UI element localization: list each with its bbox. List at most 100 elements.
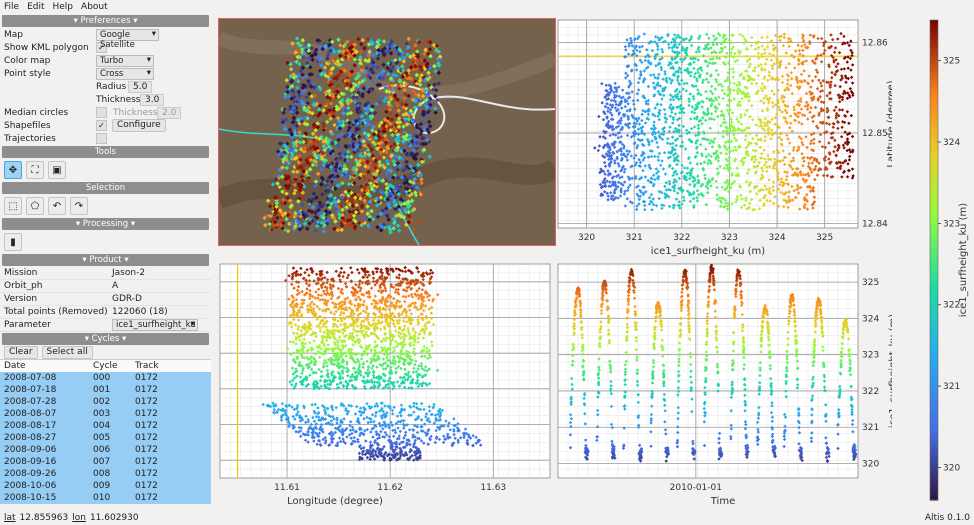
data-point — [690, 167, 695, 171]
redo-icon[interactable]: ↷ — [70, 197, 88, 215]
table-row[interactable]: 2008-07-08 000 0172 — [0, 372, 211, 384]
map-point — [386, 201, 391, 207]
data-point — [647, 202, 652, 206]
table-row[interactable]: 2008-07-28 002 0172 — [0, 396, 211, 408]
trajectories-checkbox[interactable] — [96, 133, 107, 144]
data-point — [762, 101, 766, 105]
lasso-select-icon[interactable]: ⬠ — [26, 197, 44, 215]
data-point — [707, 117, 712, 121]
y-tick-label: 12.86 — [862, 39, 888, 49]
col-track-header[interactable]: Track — [135, 361, 159, 371]
data-point — [729, 186, 733, 190]
map-view[interactable] — [215, 18, 560, 246]
data-point — [679, 96, 683, 101]
table-cell: 008 — [93, 469, 111, 479]
data-point — [687, 137, 691, 142]
data-point — [694, 154, 698, 159]
plot-height-latitude[interactable]: 320 321 322 323 324 325 12.86 12.85 12.84 ice1_su… — [556, 18, 897, 258]
table-row[interactable]: 2008-09-06 006 0172 — [0, 444, 211, 456]
map-point — [263, 222, 268, 228]
map-point — [324, 101, 330, 106]
map-point — [315, 121, 320, 126]
pointstyle-select[interactable]: Cross — [96, 67, 154, 80]
data-point — [682, 166, 687, 170]
data-point — [696, 70, 700, 75]
menu-file[interactable]: File — [4, 2, 20, 12]
median-checkbox[interactable] — [96, 107, 107, 118]
map-point — [402, 55, 407, 61]
map-select[interactable]: Google Satellite — [96, 28, 159, 50]
data-point — [649, 126, 654, 131]
data-point — [291, 295, 296, 300]
data-point — [415, 279, 419, 284]
map-point — [402, 177, 408, 182]
data-point — [727, 150, 732, 154]
col-date-header[interactable]: Date — [4, 361, 26, 371]
preferences-header[interactable]: ▾ Preferences ▾ — [2, 15, 209, 27]
data-point — [670, 135, 675, 139]
map-point — [340, 119, 346, 124]
processing-header[interactable]: ▾ Processing ▾ — [2, 218, 209, 230]
data-point — [693, 108, 697, 112]
map-point — [314, 215, 320, 221]
parameter-select[interactable]: ice1_surfheight_ku — [112, 319, 198, 331]
menu-edit[interactable]: Edit — [27, 2, 45, 12]
thickness-input[interactable]: 3.0 — [140, 93, 165, 106]
table-cell: 0172 — [135, 421, 158, 431]
configure-button[interactable]: Configure — [112, 119, 166, 132]
map-point — [436, 70, 442, 76]
menu-about[interactable]: About — [81, 2, 108, 12]
data-point — [608, 103, 612, 107]
tools-header[interactable]: Tools — [2, 146, 209, 158]
data-point — [616, 120, 620, 125]
data-point — [811, 201, 815, 206]
col-cycle-header[interactable]: Cycle — [93, 361, 118, 371]
table-cell: 003 — [93, 409, 111, 419]
cycles-header[interactable]: ▾ Cycles ▾ — [2, 333, 209, 345]
data-point — [325, 364, 329, 368]
data-point — [798, 170, 802, 175]
data-point — [608, 147, 612, 152]
table-row[interactable]: 2008-09-16 007 0172 — [0, 456, 211, 468]
data-point — [609, 125, 614, 129]
median-thickness-input[interactable]: 2.0 — [157, 106, 182, 119]
table-row[interactable]: 2008-08-07 003 0172 — [0, 408, 211, 420]
table-row[interactable]: 2008-07-18 001 0172 — [0, 384, 211, 396]
data-point — [325, 288, 329, 293]
map-point — [284, 78, 289, 83]
clear-button[interactable]: Clear — [4, 346, 38, 359]
data-point — [728, 108, 732, 112]
table-row[interactable]: 2008-08-27 005 0172 — [0, 432, 211, 444]
menu-help[interactable]: Help — [52, 2, 74, 12]
colormap-select[interactable]: Turbo — [96, 54, 154, 67]
data-point — [742, 75, 746, 80]
plot-longitude-height[interactable]: 11.61 11.62 11.63 Longitude (degree) — [218, 262, 554, 507]
selection-header[interactable]: Selection — [2, 182, 209, 194]
map-point — [317, 200, 323, 205]
histogram-icon[interactable]: ▮ — [4, 233, 22, 251]
select-all-button[interactable]: Select all — [41, 346, 93, 359]
table-row[interactable]: 2008-10-15 010 0172 — [0, 492, 211, 504]
rect-select-icon[interactable]: ⬚ — [4, 197, 22, 215]
map-point — [329, 179, 335, 185]
data-point — [689, 37, 693, 41]
map-point — [304, 158, 309, 163]
data-point — [382, 352, 386, 357]
data-point — [802, 155, 806, 160]
mission-value: Jason-2 — [112, 268, 146, 278]
undo-icon[interactable]: ↶ — [48, 197, 66, 215]
zoom-box-icon[interactable]: ⛶ — [26, 161, 44, 179]
pan-tool-icon[interactable]: ✥ — [4, 161, 22, 179]
product-header[interactable]: ▾ Product ▾ — [2, 254, 209, 266]
data-point — [796, 80, 800, 85]
radius-input[interactable]: 5.0 — [128, 80, 153, 93]
data-point — [619, 118, 623, 123]
table-row[interactable]: 2008-09-26 008 0172 — [0, 468, 211, 480]
table-row[interactable]: 2008-10-06 009 0172 — [0, 480, 211, 492]
data-point — [801, 60, 806, 64]
data-point — [795, 102, 799, 107]
shapefiles-checkbox[interactable]: ✓ — [96, 120, 107, 131]
map-point — [387, 205, 393, 210]
table-row[interactable]: 2008-08-17 004 0172 — [0, 420, 211, 432]
image-icon[interactable]: ▣ — [48, 161, 66, 179]
